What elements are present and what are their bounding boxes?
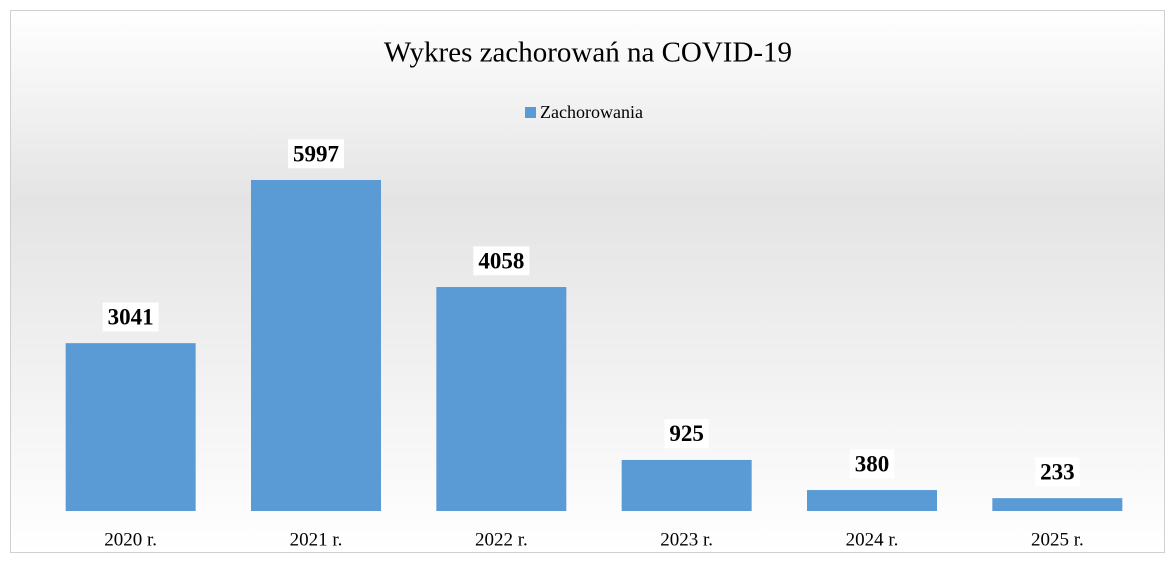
data-label: 4058 (478, 248, 524, 273)
bar (436, 287, 567, 511)
legend-label: Zachorowania (540, 102, 643, 122)
x-tick-label: 2024 r. (846, 529, 899, 550)
data-label-box (473, 246, 530, 276)
data-label-box (102, 302, 159, 332)
data-label-box (288, 139, 344, 169)
bar (621, 459, 752, 511)
data-label: 380 (855, 451, 890, 476)
x-tick-label: 2020 r. (104, 529, 157, 550)
x-tick-label: 2022 r. (475, 529, 528, 550)
legend-swatch (525, 107, 536, 118)
data-label: 925 (669, 421, 704, 446)
bar (251, 180, 381, 511)
data-label-box (849, 449, 895, 479)
x-tick-label: 2023 r. (660, 529, 713, 550)
data-label-box (664, 419, 709, 449)
data-label: 5997 (293, 141, 339, 166)
bar (65, 343, 196, 511)
data-label: 233 (1040, 459, 1075, 484)
data-label: 3041 (108, 304, 154, 329)
x-tick-label: 2021 r. (290, 529, 343, 550)
x-tick-label: 2025 r. (1031, 529, 1084, 550)
chart-frame (10, 10, 1165, 553)
chart-title: Wykres zachorowań na COVID-19 (384, 37, 792, 69)
bar (807, 490, 937, 511)
data-label-box (1035, 457, 1080, 487)
bar (992, 498, 1123, 511)
